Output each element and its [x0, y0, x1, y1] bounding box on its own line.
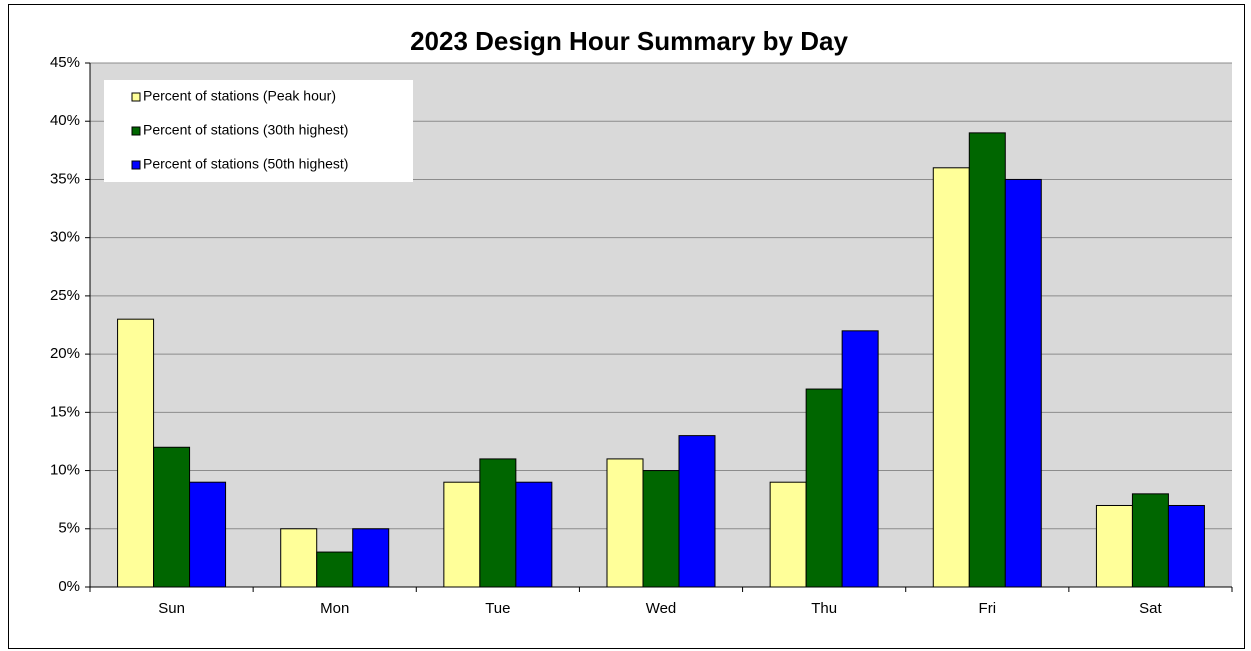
legend-swatch — [131, 160, 141, 170]
y-tick-label: 30% — [50, 229, 80, 246]
x-tick-label: Mon — [320, 600, 349, 617]
y-tick-label: 35% — [50, 170, 80, 187]
bar — [769, 481, 807, 588]
y-tick-label: 15% — [50, 403, 80, 420]
x-tick-label: Tue — [485, 600, 510, 617]
bar — [515, 481, 553, 588]
y-tick-label: 5% — [58, 520, 80, 537]
bar — [280, 528, 318, 588]
bar — [352, 528, 390, 588]
bar — [153, 446, 191, 588]
bar — [479, 458, 517, 588]
y-tick-label: 45% — [50, 54, 80, 71]
bar — [117, 318, 155, 588]
bar — [805, 388, 843, 588]
bar — [932, 167, 970, 588]
bar — [1167, 504, 1205, 588]
legend-label: Percent of stations (Peak hour) — [143, 88, 336, 104]
legend-swatch — [131, 126, 141, 136]
bar — [443, 481, 481, 588]
bar — [1095, 504, 1133, 588]
legend-label: Percent of stations (30th highest) — [143, 122, 348, 138]
legend-label: Percent of stations (50th highest) — [143, 156, 348, 172]
bar — [189, 481, 227, 588]
x-tick-label: Wed — [646, 600, 677, 617]
bar — [1004, 178, 1042, 588]
bar — [841, 330, 879, 588]
y-tick-label: 0% — [58, 578, 80, 595]
bar — [968, 132, 1006, 588]
bar — [316, 551, 354, 588]
x-tick-label: Fri — [979, 600, 997, 617]
chart-title: 2023 Design Hour Summary by Day — [410, 26, 848, 56]
y-tick-label: 25% — [50, 287, 80, 304]
bar — [678, 435, 716, 588]
y-tick-label: 40% — [50, 112, 80, 129]
y-tick-label: 10% — [50, 462, 80, 479]
legend-box — [104, 80, 413, 182]
x-tick-label: Sat — [1139, 600, 1162, 617]
legend-swatch — [131, 92, 141, 102]
bar — [606, 458, 644, 588]
bar — [642, 470, 680, 588]
bar — [1131, 493, 1169, 588]
x-tick-label: Sun — [158, 600, 185, 617]
x-tick-label: Thu — [811, 600, 837, 617]
y-tick-label: 20% — [50, 345, 80, 362]
